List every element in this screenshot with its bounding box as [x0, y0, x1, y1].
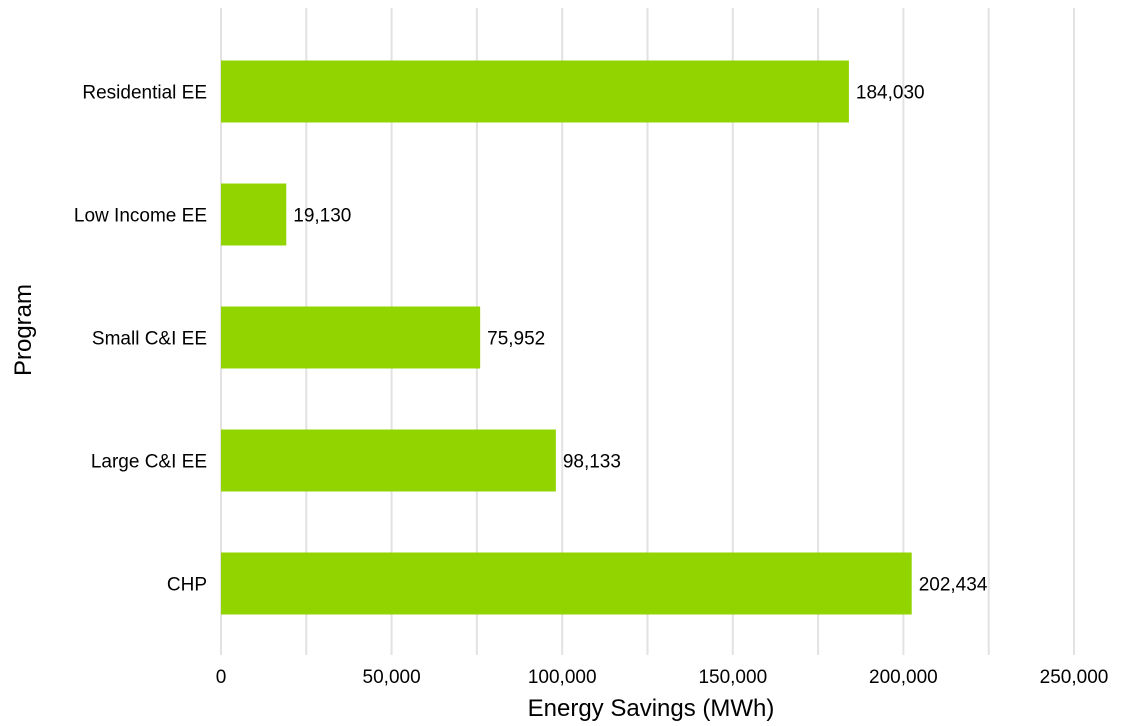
y-tick-label: CHP — [167, 575, 207, 596]
bar — [221, 60, 849, 123]
data-label: 184,030 — [856, 83, 925, 104]
data-label: 19,130 — [293, 206, 351, 227]
y-tick-label: Small C&I EE — [92, 329, 207, 350]
x-tick-label: 200,000 — [869, 667, 938, 688]
bar — [221, 183, 287, 246]
x-tick-label: 0 — [216, 667, 227, 688]
bar — [221, 429, 556, 492]
y-tick-labels: Residential EE Low Income EE Small C&I EE L… — [74, 83, 207, 596]
data-label: 202,434 — [919, 575, 988, 596]
data-labels: 184,030 19,130 75,952 98,133 202,434 — [293, 83, 988, 596]
x-axis-title: Energy Savings (MWh) — [528, 695, 775, 722]
data-label: 75,952 — [487, 329, 545, 350]
data-label: 98,133 — [563, 452, 621, 473]
x-tick-labels: 0 50,000 100,000 150,000 200,000 250,000 — [216, 667, 1109, 688]
x-tick-label: 250,000 — [1040, 667, 1109, 688]
x-tick-label: 50,000 — [363, 667, 421, 688]
x-tick-label: 100,000 — [528, 667, 597, 688]
y-tick-label: Large C&I EE — [91, 452, 207, 473]
bar — [221, 552, 912, 615]
x-tick-label: 150,000 — [698, 667, 767, 688]
bars — [221, 60, 912, 615]
y-tick-label: Low Income EE — [74, 206, 207, 227]
y-tick-label: Residential EE — [82, 83, 207, 104]
bar — [221, 306, 481, 369]
y-axis-title: Program — [10, 284, 37, 376]
